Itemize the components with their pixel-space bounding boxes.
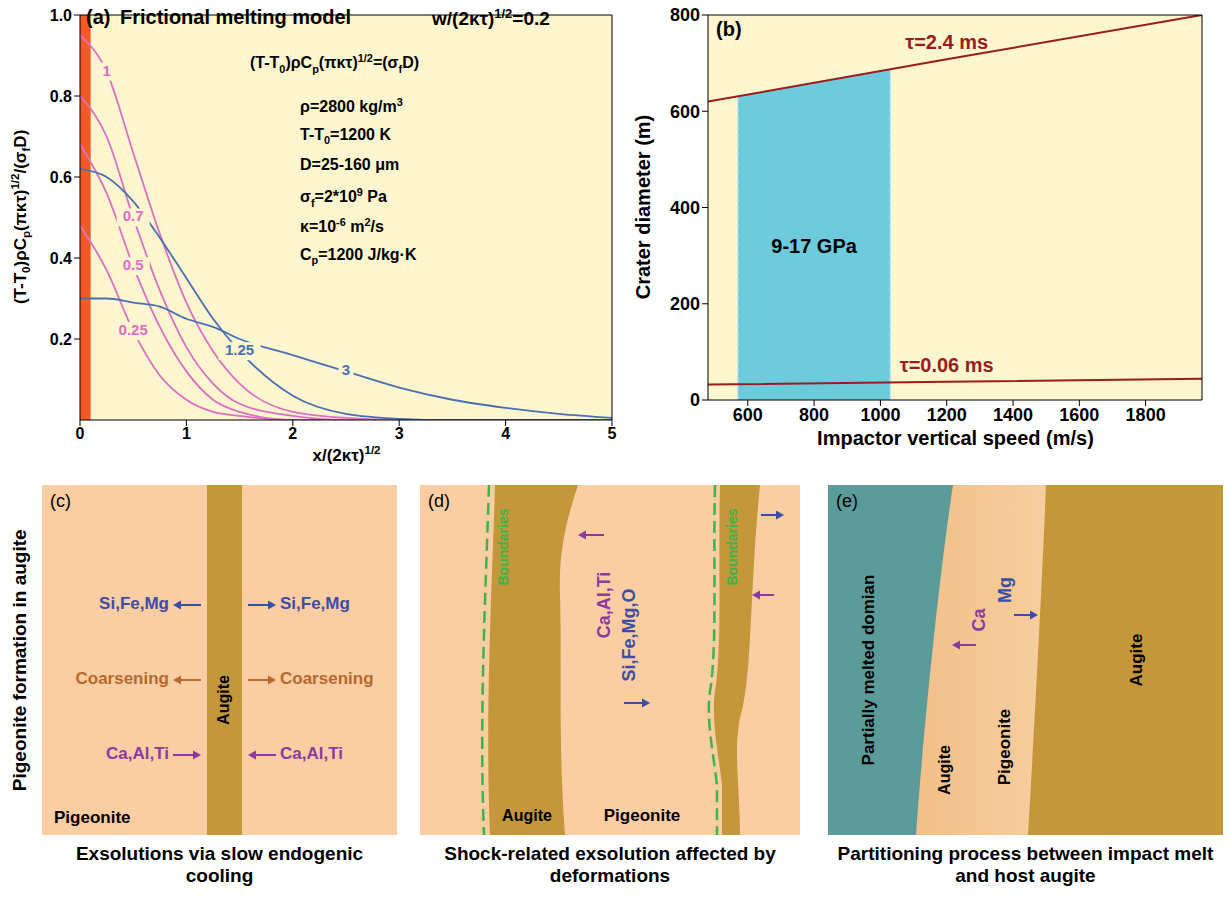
svg-text:0.5: 0.5 — [123, 256, 144, 273]
svg-text:(c): (c) — [50, 491, 71, 511]
html-text:Frictional melting model: Frictional melting model — [120, 6, 352, 28]
svg-text:τ=2.4 ms: τ=2.4 ms — [905, 31, 988, 53]
html-text:x/(2κτ)1/2: x/(2κτ)1/2 — [312, 444, 381, 465]
svg-text:Coarsening: Coarsening — [75, 669, 169, 688]
svg-text:0.6: 0.6 — [50, 169, 72, 186]
svg-text:Coarsening: Coarsening — [280, 669, 374, 688]
svg-text:4: 4 — [501, 425, 510, 442]
svg-text:τ=0.06 ms: τ=0.06 ms — [900, 354, 994, 376]
svg-text:1000: 1000 — [860, 405, 900, 425]
html-text:κ=10-6m2/s: κ=10-6m2/s — [300, 216, 384, 236]
html-text:Shock-related exsolution affec: Shock-related exsolution affected by def… — [444, 843, 776, 886]
html-text:(T-T0)ρCp(πκτ)1/2=(σfD): (T-T0)ρCp(πκτ)1/2=(σfD) — [250, 52, 420, 75]
html-text:0: 0 — [20, 266, 33, 273]
svg-text:3: 3 — [395, 425, 404, 442]
html-text:Pigeonite formation in augite: Pigeonite formation in augite — [8, 529, 30, 791]
svg-text:0.25: 0.25 — [119, 321, 148, 338]
svg-text:0.4: 0.4 — [50, 250, 72, 267]
svg-text:Mg: Mg — [995, 577, 1015, 603]
svg-text:Augite: Augite — [502, 807, 552, 824]
html-text:Cp=1200 J/kg·K: Cp=1200 J/kg·K — [300, 246, 417, 267]
svg-text:Si,Fe,Mg,O: Si,Fe,Mg,O — [619, 588, 639, 681]
svg-text:Augite: Augite — [936, 745, 953, 795]
svg-text:800: 800 — [670, 5, 700, 25]
svg-text:1600: 1600 — [1059, 405, 1099, 425]
html-text:ρ=2800 kg/m3: ρ=2800 kg/m3 — [300, 96, 403, 116]
svg-text:0.2: 0.2 — [50, 331, 72, 348]
html-text:1/2: 1/2 — [9, 173, 22, 190]
html-text:(πκτ): (πκτ) — [10, 189, 30, 232]
html-text:(a): (a) — [86, 6, 111, 28]
svg-text:600: 600 — [670, 102, 700, 122]
svg-text:1200: 1200 — [927, 405, 967, 425]
svg-text:Ca,Al,Ti: Ca,Al,Ti — [106, 744, 169, 763]
svg-text:0.7: 0.7 — [123, 207, 144, 224]
html-text:Impactor vertical speed (m/s): Impactor vertical speed (m/s) — [817, 427, 1094, 449]
svg-text:Si,Fe,Mg: Si,Fe,Mg — [280, 594, 350, 613]
html-text:/(σ: /(σ — [10, 151, 30, 174]
html-text:p: p — [20, 231, 33, 239]
html-text:)ρC: )ρC — [10, 238, 30, 267]
svg-text:3: 3 — [342, 361, 350, 378]
svg-text:Boundaries: Boundaries — [495, 508, 511, 585]
svg-text:(d): (d) — [428, 491, 450, 511]
svg-text:1: 1 — [182, 425, 191, 442]
svg-text:Augite: Augite — [215, 675, 232, 725]
svg-text:400: 400 — [670, 198, 700, 218]
svg-text:9-17 GPa: 9-17 GPa — [771, 235, 857, 257]
svg-text:Ca,Al,Ti: Ca,Al,Ti — [594, 572, 614, 639]
svg-text:Si,Fe,Mg: Si,Fe,Mg — [99, 594, 169, 613]
svg-text:0.8: 0.8 — [50, 88, 72, 105]
svg-text:1800: 1800 — [1126, 405, 1166, 425]
svg-text:1.0: 1.0 — [50, 7, 72, 24]
html-text:Crater diameter (m): Crater diameter (m) — [632, 114, 654, 300]
html-text:9Pa: 9Pa — [356, 186, 387, 206]
svg-text:0: 0 — [76, 425, 85, 442]
svg-text:1.25: 1.25 — [225, 341, 254, 358]
html-text:(T-T: (T-T — [10, 273, 30, 305]
html-text:D=25-160 μm: D=25-160 μm — [300, 156, 400, 173]
svg-text:Pigeonite: Pigeonite — [604, 806, 681, 825]
svg-text:5: 5 — [608, 425, 617, 442]
html-text:Exsolutions via slow endogenic: Exsolutions via slow endogenic cooling — [75, 843, 364, 886]
html-text:D): D) — [10, 129, 30, 148]
svg-text:Pigeonite: Pigeonite — [54, 808, 131, 827]
svg-text:Pigeonite: Pigeonite — [995, 709, 1014, 786]
svg-text:1400: 1400 — [993, 405, 1033, 425]
html-text:σf=2*10: σf=2*10 — [300, 188, 357, 209]
svg-text:1: 1 — [102, 62, 110, 79]
svg-text:Boundaries: Boundaries — [724, 508, 740, 585]
svg-text:Augite: Augite — [1127, 634, 1146, 687]
html-text:(b): (b) — [716, 18, 742, 40]
html-text:f: f — [20, 147, 33, 152]
svg-text:600: 600 — [733, 405, 763, 425]
svg-text:200: 200 — [670, 294, 700, 314]
html-text:T-T0=1200 K: T-T0=1200 K — [300, 126, 391, 147]
svg-text:Ca: Ca — [969, 608, 989, 632]
svg-text:Partially melted domian: Partially melted domian — [859, 575, 878, 766]
svg-text:0: 0 — [690, 390, 700, 410]
html-text:w/(2κτ)1/2=0.2: w/(2κτ)1/2=0.2 — [432, 6, 550, 30]
html-text:Partitioning process between i: Partitioning process between impact melt… — [837, 843, 1214, 886]
svg-text:(e): (e) — [836, 491, 858, 511]
svg-text:800: 800 — [799, 405, 829, 425]
svg-text:2: 2 — [288, 425, 297, 442]
svg-text:Ca,Al,Ti: Ca,Al,Ti — [280, 744, 343, 763]
